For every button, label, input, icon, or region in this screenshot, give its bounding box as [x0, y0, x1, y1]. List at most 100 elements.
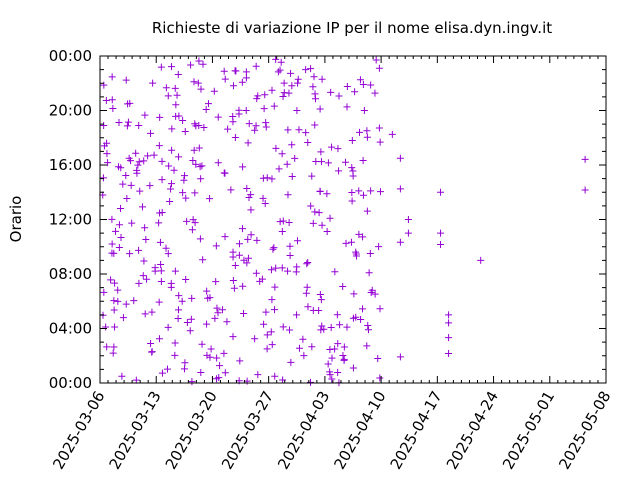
data-point: [280, 89, 288, 97]
data-point: [334, 369, 342, 377]
y-axis: 00:00 04:00 08:00 12:00 16:00 20:00 00:00: [49, 47, 606, 392]
data-point: [318, 221, 326, 229]
data-point: [262, 119, 270, 127]
data-point: [340, 355, 348, 363]
data-point: [118, 372, 126, 380]
data-point: [276, 66, 284, 74]
data-point: [157, 63, 165, 71]
data-point: [136, 187, 144, 195]
data-point: [198, 162, 206, 170]
data-point: [310, 73, 318, 81]
data-point: [155, 298, 163, 306]
data-point: [437, 240, 445, 248]
data-point: [275, 165, 283, 173]
data-point: [253, 236, 261, 244]
data-point: [148, 308, 156, 316]
data-point: [279, 93, 287, 101]
data-point: [302, 129, 310, 137]
data-point: [270, 244, 278, 252]
outlier-points-group: [388, 130, 589, 361]
data-point: [366, 250, 374, 258]
data-point: [168, 125, 176, 133]
data-point: [170, 166, 178, 174]
data-point: [196, 163, 204, 171]
data-point: [186, 327, 194, 335]
data-point: [323, 190, 331, 198]
data-point: [203, 351, 211, 359]
data-point: [278, 228, 286, 236]
data-point: [107, 276, 115, 284]
data-point: [302, 289, 310, 297]
data-point: [114, 297, 122, 305]
data-point: [206, 353, 214, 361]
data-point: [158, 209, 166, 217]
data-point: [263, 331, 271, 339]
data-point: [229, 333, 237, 341]
data-point: [158, 369, 166, 377]
data-point: [311, 90, 319, 98]
data-point: [252, 269, 260, 277]
data-point: [108, 73, 116, 81]
data-point: [242, 74, 250, 82]
data-point: [285, 218, 293, 226]
data-point: [355, 187, 363, 195]
data-point: [363, 133, 371, 141]
y-tick-label: 12:00: [49, 211, 92, 229]
data-point: [135, 121, 143, 129]
data-point: [110, 297, 118, 305]
data-point: [128, 219, 136, 227]
data-point: [328, 354, 336, 362]
data-point: [157, 278, 165, 286]
data-point: [340, 343, 348, 351]
data-point: [215, 374, 223, 382]
data-point: [164, 323, 172, 331]
data-point: [221, 75, 229, 83]
data-point: [171, 267, 179, 275]
data-point: [364, 326, 372, 334]
data-point: [285, 89, 293, 97]
data-point: [172, 101, 180, 109]
data-point: [342, 158, 350, 166]
data-point: [199, 256, 207, 264]
data-point: [324, 159, 332, 167]
data-point: [295, 344, 303, 352]
data-point: [581, 155, 589, 163]
data-point: [245, 120, 253, 128]
data-point: [445, 349, 453, 357]
x-axis: 2025-03-062025-03-132025-03-202025-03-27…: [49, 56, 614, 473]
data-point: [581, 186, 589, 194]
data-point: [144, 152, 152, 160]
data-point: [119, 180, 127, 188]
data-point: [214, 113, 222, 121]
data-point: [269, 245, 277, 253]
data-point: [437, 229, 445, 237]
data-point: [272, 264, 280, 272]
data-point: [294, 75, 302, 83]
data-point: [103, 150, 111, 158]
data-point: [235, 110, 243, 118]
data-point: [195, 121, 203, 129]
chart-title: Richieste di variazione IP per il nome e…: [152, 19, 552, 37]
data-point: [191, 189, 199, 197]
data-point: [238, 78, 246, 86]
data-point: [213, 354, 221, 362]
data-point: [286, 252, 294, 260]
data-point: [188, 378, 196, 386]
data-point: [229, 253, 237, 261]
data-point: [182, 275, 190, 283]
data-point: [212, 278, 220, 286]
data-point: [167, 185, 175, 193]
data-point: [348, 189, 356, 197]
data-point: [111, 323, 119, 331]
data-point: [271, 283, 279, 291]
x-tick-label: 2025-04-24: [443, 388, 502, 473]
data-point: [375, 243, 383, 251]
data-point: [173, 91, 181, 99]
data-point: [122, 172, 130, 180]
data-point: [343, 103, 351, 111]
data-point: [356, 128, 364, 136]
data-point: [122, 300, 130, 308]
y-tick-label: 04:00: [49, 320, 92, 338]
data-point: [163, 365, 171, 373]
